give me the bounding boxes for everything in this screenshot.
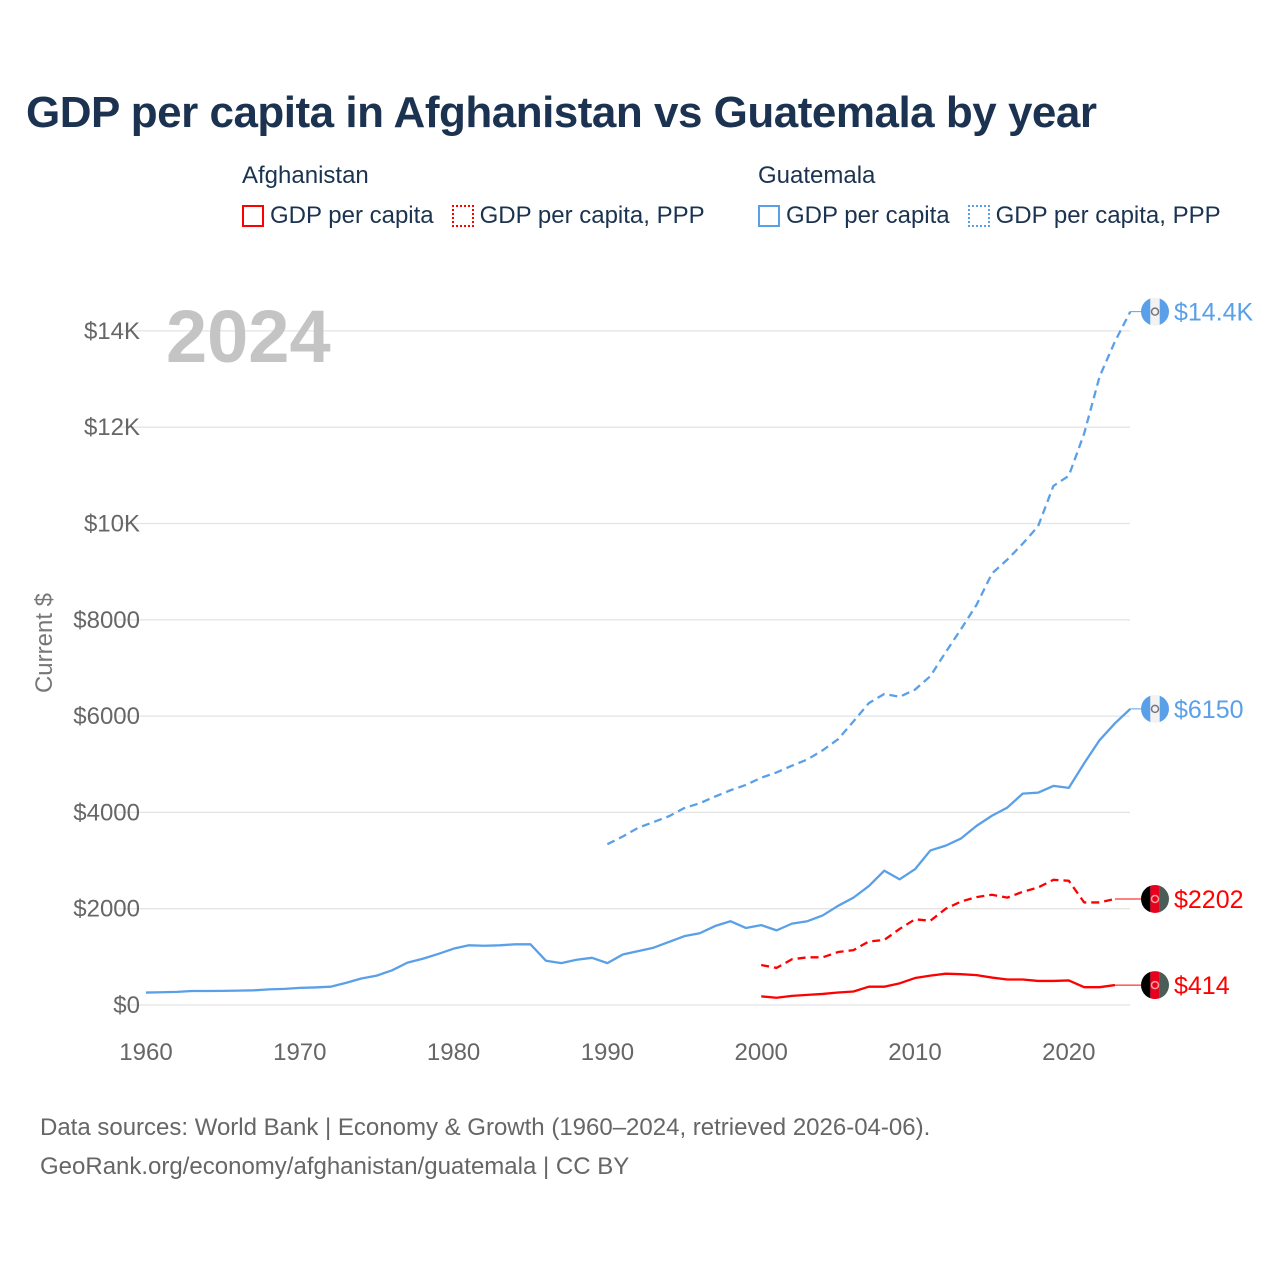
series-line-0 [606,311,1132,846]
y-tick-label: $4000 [73,799,140,826]
y-tick-label: $2000 [73,896,140,923]
x-tick-label: 2010 [888,1039,941,1066]
line-chart: $0 $2000 $4000 $6000 $8000 $10K $12K $14K 1960 19… [31,295,1254,1066]
flag-stripe [1159,297,1169,326]
end-value-label: $6150 [1174,696,1244,724]
flag-stripe [1150,884,1160,913]
flag-stripe [1141,297,1151,326]
legend-swatch-solid-blue [758,205,780,227]
flag-stripe [1141,694,1151,723]
y-tick-label: $0 [113,992,140,1019]
legend-group-afghanistan: Afghanistan GDP per capita GDP per capit… [242,162,705,230]
legend-swatch-dotted-blue [967,205,990,227]
x-tick-label: 2000 [735,1039,788,1066]
afghanistan-flag-icon [1141,884,1169,913]
legend-swatch-dotted-red [451,205,474,227]
afghanistan-flag-icon [1141,971,1169,1000]
series-line-1 [145,708,1132,994]
year-watermark: 2024 [166,295,331,378]
legend-country-afghanistan: Afghanistan [242,162,369,189]
legend-country-guatemala: Guatemala [758,162,876,189]
legend-label: GDP per capita, PPP [479,202,705,229]
chart-title: GDP per capita in Afghanistan vs Guatema… [26,88,1097,137]
flag-emblem [1150,704,1160,714]
flag-stripe [1141,971,1151,1000]
end-value-label: $14.4K [1174,299,1254,327]
end-value-label: $414 [1174,972,1230,1000]
y-tick-label: $8000 [73,607,140,634]
flag-stripe [1159,884,1169,913]
y-tick-label: $6000 [73,703,140,730]
x-tick-label: 1970 [273,1039,326,1066]
legend-group-guatemala: Guatemala GDP per capita GDP per capita,… [758,162,1221,230]
legend-item-guatemala-gdp-ppp[interactable]: GDP per capita, PPP [967,202,1221,230]
legend-swatch-solid-red [242,205,264,227]
flag-emblem [1150,307,1160,316]
flag-stripe [1159,971,1169,1000]
end-value-label: $2202 [1174,886,1244,914]
flag-stripe [1159,694,1169,723]
guatemala-flag-icon [1141,297,1169,326]
flag-emblem [1150,980,1160,990]
x-tick-label: 1990 [581,1039,634,1066]
flag-stripe [1150,971,1160,1000]
legend-label: GDP per capita, PPP [995,202,1221,229]
flag-emblem [1150,894,1160,904]
y-tick-label: $12K [84,414,140,441]
footer-link[interactable]: GeoRank.org/economy/afghanistan/guatemal… [40,1153,630,1180]
series-line-2 [760,878,1116,970]
x-tick-label: 1980 [427,1039,480,1066]
y-axis-label: Current $ [31,593,58,693]
legend-label: GDP per capita [270,202,434,229]
y-tick-label: $10K [84,511,140,538]
flag-stripe [1141,884,1151,913]
legend-label: GDP per capita [786,202,950,229]
x-tick-label: 1960 [119,1039,172,1066]
guatemala-flag-icon [1141,694,1169,723]
series-line-3 [761,972,1116,999]
legend-item-afghanistan-gdp-ppp[interactable]: GDP per capita, PPP [451,202,705,230]
footer-sources: Data sources: World Bank | Economy & Gro… [40,1114,931,1141]
flag-stripe [1150,694,1160,723]
x-tick-label: 2020 [1042,1039,1095,1066]
flag-stripe [1150,297,1160,326]
footer: Data sources: World Bank | Economy & Gro… [40,1108,930,1186]
legend-item-guatemala-gdp[interactable]: GDP per capita [758,202,950,230]
legend-item-afghanistan-gdp[interactable]: GDP per capita [242,202,434,230]
y-tick-label: $14K [84,318,140,345]
